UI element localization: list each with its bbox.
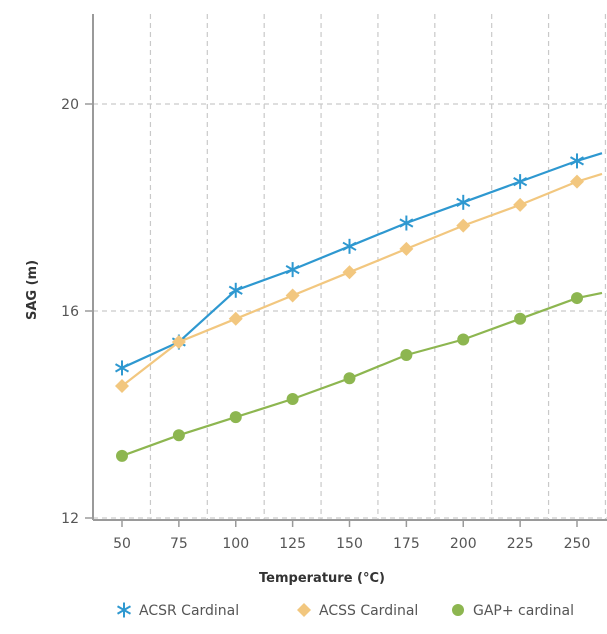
asterisk-marker xyxy=(228,282,243,298)
x-tick-label: 150 xyxy=(336,536,363,552)
circle-marker xyxy=(514,312,527,325)
diamond-marker xyxy=(456,218,471,233)
asterisk-marker xyxy=(117,602,131,618)
diamond-marker xyxy=(342,265,357,280)
series-gap-cardinal xyxy=(116,291,603,462)
x-tick-label: 100 xyxy=(222,536,249,552)
diamond-marker xyxy=(399,241,414,256)
diamond-marker xyxy=(285,288,300,303)
x-tick-label: 175 xyxy=(393,536,420,552)
circle-marker xyxy=(457,333,470,346)
asterisk-marker xyxy=(456,194,471,210)
legend-label: ACSS Cardinal xyxy=(319,603,418,619)
data-series xyxy=(115,152,603,462)
diamond-marker xyxy=(171,335,186,350)
x-tick-label: 225 xyxy=(507,536,534,552)
asterisk-marker xyxy=(399,215,414,231)
tick-labels: 12 16 20 50 75 100 125 150 175 200 225 250 xyxy=(61,97,590,552)
circle-marker xyxy=(286,392,299,405)
diamond-marker xyxy=(297,603,311,617)
asterisk-marker xyxy=(342,238,357,254)
y-tick-label: 20 xyxy=(61,97,79,113)
series-acsr-cardinal xyxy=(115,152,603,376)
legend-item: ACSS Cardinal xyxy=(297,603,418,619)
legend-label: ACSR Cardinal xyxy=(139,603,239,619)
series-acss-cardinal xyxy=(115,172,603,394)
x-tick-label: 75 xyxy=(170,536,188,552)
y-tick-label: 16 xyxy=(61,304,79,320)
x-tick-label: 200 xyxy=(450,536,477,552)
series-line xyxy=(121,172,603,387)
circle-marker xyxy=(452,604,464,616)
diamond-marker xyxy=(513,197,528,212)
asterisk-marker xyxy=(570,153,584,169)
y-tick-label: 12 xyxy=(61,511,79,527)
diamond-marker xyxy=(570,174,584,189)
diamond-marker xyxy=(228,311,243,326)
series-line xyxy=(121,152,603,369)
legend: ACSR Cardinal ACSS Cardinal GAP+ cardinal xyxy=(117,602,574,619)
circle-marker xyxy=(229,411,242,424)
grid-lines xyxy=(93,14,607,520)
circle-marker xyxy=(571,292,583,305)
x-tick-label: 250 xyxy=(564,536,591,552)
asterisk-marker xyxy=(513,174,528,190)
circle-marker xyxy=(400,348,413,361)
y-axis-title: SAG (m) xyxy=(25,260,40,320)
legend-label: GAP+ cardinal xyxy=(473,603,574,619)
axes xyxy=(85,14,607,527)
circle-marker xyxy=(343,372,356,385)
diamond-marker xyxy=(115,379,129,394)
series-line xyxy=(121,291,603,457)
asterisk-marker xyxy=(285,262,300,278)
x-tick-label: 125 xyxy=(279,536,306,552)
asterisk-marker xyxy=(115,360,129,376)
x-tick-label: 50 xyxy=(113,536,131,552)
legend-item: ACSR Cardinal xyxy=(117,602,239,619)
circle-marker xyxy=(116,449,128,462)
circle-marker xyxy=(172,429,185,442)
x-axis-title: Temperature (°C) xyxy=(259,571,385,586)
legend-item: GAP+ cardinal xyxy=(452,603,574,619)
